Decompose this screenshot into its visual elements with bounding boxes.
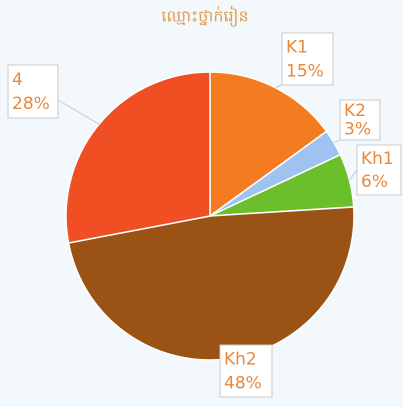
leader-line [275,84,283,89]
slice-name: K2 [344,101,366,121]
slice-name: Kh1 [361,149,394,169]
leader-line [333,139,341,144]
label-box [7,64,59,119]
slice-label: 6% [361,172,388,192]
slice-label: 48% [224,373,262,393]
label-box [281,32,334,86]
label-box [339,99,381,141]
leader-line [57,99,100,125]
leader-line [349,169,358,181]
slice-name: Kh2 [224,350,257,370]
slice-label: 3% [344,120,371,140]
label-box [219,344,273,398]
slice-label: 15% [286,61,324,81]
slice-name: 4 [12,70,23,90]
label-box [356,144,402,196]
chart-title: ឈ្មោះថ្នាក់រៀន [161,6,248,28]
slice-name: K1 [286,38,308,58]
pie-slice [209,71,328,218]
slice-label: 28% [12,94,50,114]
